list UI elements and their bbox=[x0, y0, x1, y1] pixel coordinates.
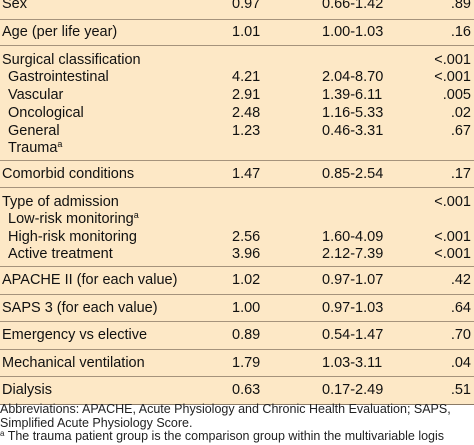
row-label: SAPS 3 (for each value) bbox=[2, 300, 158, 316]
row-label: Comorbid conditions bbox=[2, 166, 135, 182]
table-row: APACHE II (for each value) 1.02 0.97-1.0… bbox=[0, 267, 474, 295]
row-label: Mechanical ventilation bbox=[2, 355, 145, 371]
p-value: .70 bbox=[450, 327, 471, 343]
results-table: Sex 0.97 0.66-1.42 .89 Age (per life yea… bbox=[0, 0, 474, 405]
p-value: .04 bbox=[450, 355, 471, 371]
footnote-marker: a bbox=[57, 139, 63, 149]
odds-ratio: 1.23 bbox=[232, 123, 261, 139]
row-label: Dialysis bbox=[2, 382, 52, 398]
p-value: <.001 bbox=[434, 246, 471, 262]
row-label-text: Trauma bbox=[8, 140, 58, 156]
odds-ratio: 0.89 bbox=[232, 327, 261, 343]
odds-ratio: 1.00 bbox=[232, 300, 261, 316]
table-row: Sex 0.97 0.66-1.42 .89 bbox=[0, 0, 474, 20]
odds-ratio: 2.91 bbox=[232, 87, 261, 103]
footnote-marker: a bbox=[0, 429, 5, 438]
p-value: .02 bbox=[450, 105, 471, 121]
table-row: Dialysis 0.63 0.17-2.49 .51 bbox=[0, 377, 474, 405]
p-value: .89 bbox=[450, 0, 471, 12]
p-value: .67 bbox=[450, 123, 471, 139]
table-row-group: Type of admission <.001 Low-risk monitor… bbox=[0, 188, 474, 267]
confidence-interval: 0.97-1.03 bbox=[322, 300, 384, 316]
row-label: General bbox=[8, 123, 60, 139]
confidence-interval: 0.17-2.49 bbox=[322, 382, 384, 398]
table-row: Age (per life year) 1.01 1.00-1.03 .16 bbox=[0, 20, 474, 46]
p-value: .64 bbox=[450, 300, 471, 316]
p-value: <.001 bbox=[434, 52, 471, 68]
row-label: Emergency vs elective bbox=[2, 327, 148, 343]
row-label: Oncological bbox=[8, 105, 84, 121]
table-row: Comorbid conditions 1.47 0.85-2.54 .17 bbox=[0, 161, 474, 188]
footnote-text: The trauma patient group is the comparis… bbox=[4, 429, 445, 443]
confidence-interval: 2.04-8.70 bbox=[322, 69, 384, 85]
row-label: APACHE II (for each value) bbox=[2, 272, 178, 288]
footnote-line: Simplified Acute Physiology Score. bbox=[0, 415, 193, 430]
odds-ratio: 2.56 bbox=[232, 229, 261, 245]
odds-ratio: 0.97 bbox=[232, 0, 261, 12]
confidence-interval: 1.16-5.33 bbox=[322, 105, 384, 121]
p-value: .005 bbox=[442, 87, 471, 103]
odds-ratio: 2.48 bbox=[232, 105, 261, 121]
odds-ratio: 0.63 bbox=[232, 382, 261, 398]
row-label: High-risk monitoring bbox=[8, 229, 137, 245]
row-label: Surgical classification bbox=[2, 52, 141, 68]
odds-ratio: 1.47 bbox=[232, 166, 261, 182]
table-footnote: Abbreviations: APACHE, Acute Physiology … bbox=[0, 403, 474, 444]
confidence-interval: 0.54-1.47 bbox=[322, 327, 384, 343]
confidence-interval: 1.60-4.09 bbox=[322, 229, 384, 245]
p-value: .42 bbox=[450, 272, 471, 288]
odds-ratio: 1.02 bbox=[232, 272, 261, 288]
confidence-interval: 0.97-1.07 bbox=[322, 272, 384, 288]
row-label-text: Low-risk monitoring bbox=[8, 211, 134, 227]
p-value: <.001 bbox=[434, 69, 471, 85]
row-label: Gastrointestinal bbox=[8, 69, 109, 85]
table-row: SAPS 3 (for each value) 1.00 0.97-1.03 .… bbox=[0, 295, 474, 322]
confidence-interval: 2.12-7.39 bbox=[322, 246, 384, 262]
row-label: Age (per life year) bbox=[2, 24, 118, 40]
row-label: Active treatment bbox=[8, 246, 113, 262]
p-value: .51 bbox=[450, 382, 471, 398]
table-row-group: Surgical classification <.001 Gastrointe… bbox=[0, 46, 474, 161]
table-row: Emergency vs elective 0.89 0.54-1.47 .70 bbox=[0, 322, 474, 350]
row-label: Traumaa bbox=[8, 140, 62, 158]
p-value: .16 bbox=[450, 24, 471, 40]
odds-ratio: 1.79 bbox=[232, 355, 261, 371]
row-label: Low-risk monitoringa bbox=[8, 211, 139, 229]
confidence-interval: 1.00-1.03 bbox=[322, 24, 384, 40]
p-value: <.001 bbox=[434, 229, 471, 245]
row-label: Sex bbox=[2, 0, 27, 12]
row-label: Type of admission bbox=[2, 194, 119, 210]
odds-ratio: 1.01 bbox=[232, 24, 261, 40]
footnote-line: Abbreviations: APACHE, Acute Physiology … bbox=[0, 403, 451, 416]
row-label: Vascular bbox=[8, 87, 64, 103]
odds-ratio: 3.96 bbox=[232, 246, 261, 262]
confidence-interval: 0.85-2.54 bbox=[322, 166, 384, 182]
confidence-interval: 1.39-6.11 bbox=[322, 87, 383, 103]
p-value: .17 bbox=[450, 166, 471, 182]
table-row: Mechanical ventilation 1.79 1.03-3.11 .0… bbox=[0, 350, 474, 377]
p-value: <.001 bbox=[434, 194, 471, 210]
confidence-interval: 0.46-3.31 bbox=[322, 123, 384, 139]
odds-ratio: 4.21 bbox=[232, 69, 261, 85]
footnote-line: a The trauma patient group is the compar… bbox=[0, 429, 474, 444]
confidence-interval: 1.03-3.11 bbox=[322, 355, 383, 371]
footnote-marker: a bbox=[133, 210, 139, 220]
confidence-interval: 0.66-1.42 bbox=[322, 0, 384, 12]
